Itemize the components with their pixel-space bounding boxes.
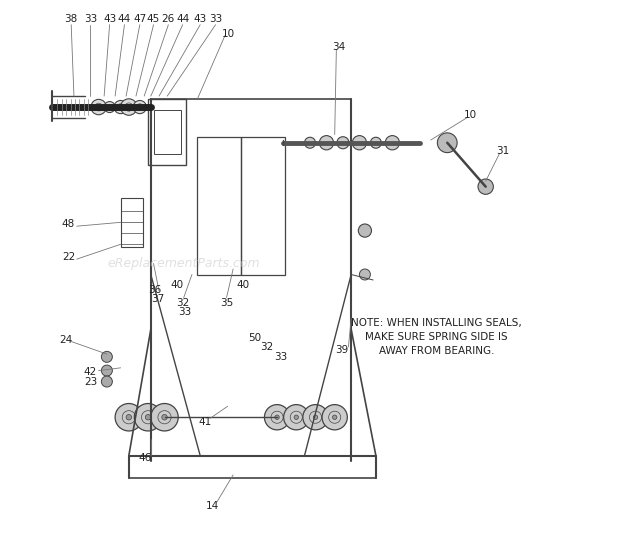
Text: 23: 23 xyxy=(84,377,97,386)
Circle shape xyxy=(265,405,290,430)
Text: 47: 47 xyxy=(133,14,146,24)
Text: 38: 38 xyxy=(64,14,78,24)
Text: 14: 14 xyxy=(206,501,219,511)
Circle shape xyxy=(478,179,494,194)
Circle shape xyxy=(151,404,178,431)
Text: 43: 43 xyxy=(193,14,207,24)
Circle shape xyxy=(283,405,309,430)
Bar xyxy=(197,137,241,274)
Circle shape xyxy=(322,405,347,430)
Circle shape xyxy=(104,102,115,113)
Circle shape xyxy=(275,415,279,419)
Circle shape xyxy=(114,100,127,114)
Text: 37: 37 xyxy=(151,294,164,304)
Text: 35: 35 xyxy=(220,298,233,308)
Circle shape xyxy=(352,136,366,150)
Circle shape xyxy=(121,99,137,115)
Circle shape xyxy=(162,414,167,420)
Text: 39: 39 xyxy=(335,345,348,355)
Circle shape xyxy=(319,136,334,150)
Text: eReplacementParts.com: eReplacementParts.com xyxy=(107,257,260,270)
Bar xyxy=(148,99,187,165)
Circle shape xyxy=(360,269,370,280)
Circle shape xyxy=(385,136,399,150)
Text: 50: 50 xyxy=(249,333,262,343)
Circle shape xyxy=(332,415,337,419)
Text: 41: 41 xyxy=(198,417,211,427)
Text: 46: 46 xyxy=(139,453,152,463)
Circle shape xyxy=(358,224,371,237)
Circle shape xyxy=(126,414,131,420)
Text: 10: 10 xyxy=(222,29,236,39)
Circle shape xyxy=(304,137,316,148)
Bar xyxy=(154,110,181,154)
Text: 33: 33 xyxy=(178,307,192,317)
Circle shape xyxy=(437,133,457,153)
Text: 31: 31 xyxy=(497,146,510,156)
Text: 24: 24 xyxy=(59,335,73,345)
Text: 32: 32 xyxy=(260,342,274,352)
Text: 42: 42 xyxy=(84,367,97,377)
Text: 33: 33 xyxy=(209,14,222,24)
Circle shape xyxy=(135,404,162,431)
Circle shape xyxy=(102,376,112,387)
Circle shape xyxy=(102,351,112,362)
Circle shape xyxy=(303,405,328,430)
Text: 36: 36 xyxy=(149,285,162,295)
Circle shape xyxy=(115,404,143,431)
Circle shape xyxy=(102,365,112,376)
Circle shape xyxy=(91,99,106,115)
Circle shape xyxy=(370,137,381,148)
Text: 33: 33 xyxy=(84,14,97,24)
Bar xyxy=(121,198,143,247)
Text: 45: 45 xyxy=(147,14,160,24)
Text: 44: 44 xyxy=(118,14,131,24)
Circle shape xyxy=(133,100,146,114)
Text: 22: 22 xyxy=(62,252,75,262)
Text: 34: 34 xyxy=(332,42,345,52)
Text: 26: 26 xyxy=(162,14,175,24)
Circle shape xyxy=(294,415,298,419)
Text: 33: 33 xyxy=(274,352,288,362)
Text: 43: 43 xyxy=(103,14,116,24)
Circle shape xyxy=(313,415,317,419)
Text: 40: 40 xyxy=(170,281,184,290)
Circle shape xyxy=(145,414,151,420)
Text: 44: 44 xyxy=(176,14,189,24)
Text: 32: 32 xyxy=(176,298,189,308)
Text: NOTE: WHEN INSTALLING SEALS,
MAKE SURE SPRING SIDE IS
AWAY FROM BEARING.: NOTE: WHEN INSTALLING SEALS, MAKE SURE S… xyxy=(351,318,521,356)
Text: 40: 40 xyxy=(236,281,250,290)
Text: 48: 48 xyxy=(62,219,75,229)
Circle shape xyxy=(337,137,349,149)
Text: 10: 10 xyxy=(464,110,477,120)
Bar xyxy=(241,137,285,274)
